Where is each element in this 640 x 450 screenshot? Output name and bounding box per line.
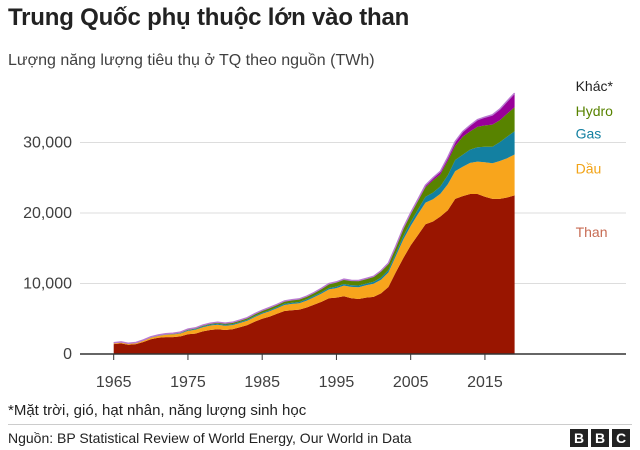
x-tick-label: 1995: [319, 374, 355, 391]
grid-lines: [80, 142, 626, 284]
series-label: Dầu: [576, 161, 602, 177]
x-tick-label: 1985: [244, 374, 280, 391]
chart-subtitle: Lượng năng lượng tiêu thụ ở TQ theo nguồ…: [8, 52, 375, 69]
series-label: Gas: [576, 125, 602, 141]
axes: 0 10,000 20,000 30,000 1965 1975 1985 1995 2005 2…: [23, 135, 626, 391]
bbc-logo: B B C: [570, 429, 630, 447]
series-label: Hydro: [576, 103, 614, 119]
footnote: *Mặt trời, gió, hạt nhân, năng lượng sin…: [8, 402, 307, 419]
x-tick-label: 2015: [467, 374, 503, 391]
y-tick-label: 20,000: [23, 205, 72, 222]
area-series: [113, 92, 516, 354]
bbc-logo-letter: C: [612, 429, 630, 447]
area-than: [113, 194, 515, 354]
series-label: Khác*: [576, 78, 614, 94]
bbc-logo-letter: B: [591, 429, 609, 447]
x-tick-label: 2005: [393, 374, 429, 391]
bbc-logo-letter: B: [570, 429, 588, 447]
x-tick-label: 1965: [96, 374, 132, 391]
source-note: Nguồn: BP Statistical Review of World En…: [8, 430, 412, 446]
area-gas: [113, 131, 515, 344]
divider: [8, 424, 632, 425]
x-tick-label: 1975: [170, 374, 206, 391]
series-labels: Than Dầu Gas Hydro Khác*: [576, 78, 614, 240]
y-tick-label: 0: [63, 346, 72, 363]
y-tick-label: 30,000: [23, 135, 72, 152]
total-outline: [113, 92, 516, 345]
stacked-area-chart: 0 10,000 20,000 30,000 1965 1975 1985 1995 2005 2…: [23, 78, 626, 391]
area-hydro: [113, 107, 515, 344]
area-du: [113, 154, 515, 345]
series-label: Than: [576, 224, 608, 240]
chart-title: Trung Quốc phụ thuộc lớn vào than: [8, 4, 410, 31]
y-tick-label: 10,000: [23, 276, 72, 293]
